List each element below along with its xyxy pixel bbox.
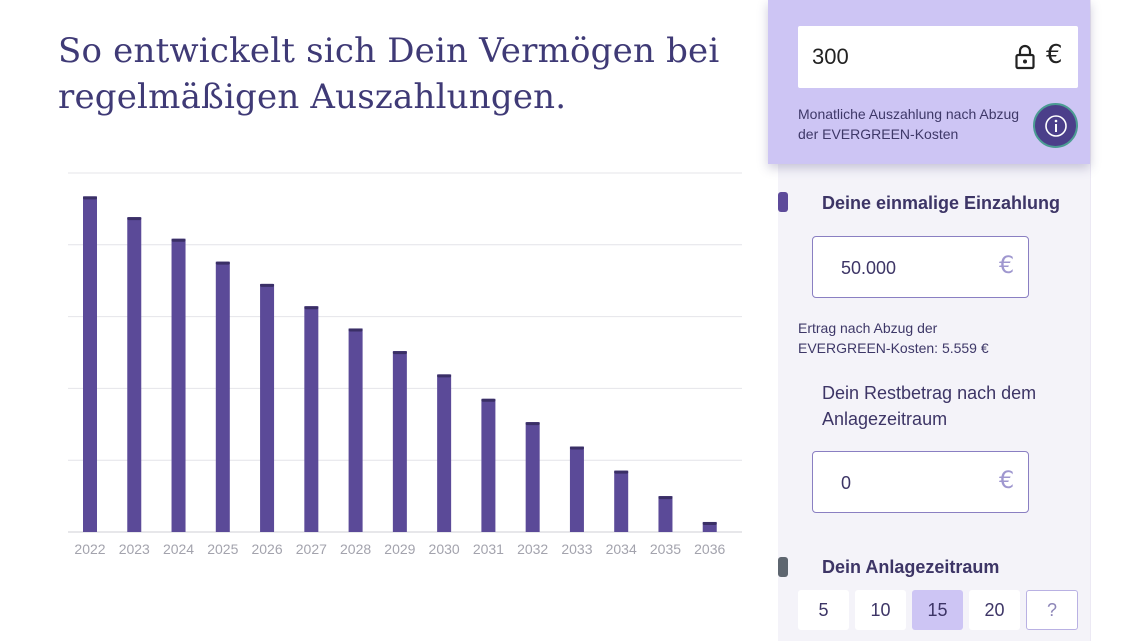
bar-cap-2024	[171, 238, 186, 242]
bar-cap-2034	[614, 470, 629, 474]
deposit-currency: €	[999, 251, 1015, 279]
bar-2033[interactable]	[569, 446, 584, 532]
lock-icon[interactable]	[1014, 44, 1036, 70]
period-option-20[interactable]: 20	[969, 590, 1020, 630]
bar-cap-2022	[83, 196, 97, 200]
x-tick-label: 2031	[473, 541, 504, 557]
right-edge-strip	[1090, 0, 1140, 641]
x-tick-label: 2032	[517, 541, 548, 557]
bar-2022[interactable]	[83, 196, 97, 532]
period-option-10[interactable]: 10	[855, 590, 906, 630]
info-icon	[1045, 115, 1067, 137]
payout-currency: €	[1046, 40, 1063, 70]
period-title: Dein Anlagezeitraum	[822, 557, 1000, 577]
period-help-button[interactable]: ?	[1026, 590, 1078, 630]
bar-cap-2023	[127, 217, 142, 221]
x-tick-label: 2036	[694, 541, 725, 557]
deposit-field[interactable]: €	[812, 236, 1029, 298]
bar-2024[interactable]	[171, 238, 186, 532]
period-section-marker	[778, 557, 788, 577]
bar-cap-2029	[392, 351, 407, 355]
payout-input[interactable]	[812, 40, 1002, 74]
bar-cap-2030	[437, 374, 452, 378]
bar-2032[interactable]	[525, 422, 540, 532]
deposit-section-marker	[778, 192, 788, 212]
bar-2030[interactable]	[437, 374, 452, 532]
x-tick-label: 2022	[74, 541, 105, 557]
x-tick-label: 2027	[296, 541, 327, 557]
bar-cap-2031	[481, 398, 496, 402]
rest-field[interactable]: €	[812, 451, 1029, 513]
x-tick-label: 2030	[429, 541, 460, 557]
payout-caption: Monatliche Auszahlung nach Abzug der EVE…	[798, 106, 1020, 142]
yield-line-1: Ertrag nach Abzug der	[798, 320, 938, 336]
bar-2029[interactable]	[392, 351, 407, 532]
bar-2025[interactable]	[215, 261, 230, 532]
x-tick-label: 2034	[606, 541, 637, 557]
period-option-15[interactable]: 15	[912, 590, 963, 630]
period-option-5[interactable]: 5	[798, 590, 849, 630]
x-tick-label: 2029	[384, 541, 415, 557]
deposit-input[interactable]	[841, 255, 991, 281]
title-line-2: regelmäßigen Auszahlungen.	[58, 77, 567, 117]
bar-cap-2033	[569, 446, 584, 450]
wealth-bar-chart: 2022 2023 2024 2025 2026 2027 2028 2029 2030 2031…	[68, 172, 742, 557]
bar-cap-2035	[658, 496, 673, 500]
x-tick-label: 2023	[119, 541, 150, 557]
payout-input-box[interactable]: €	[798, 26, 1078, 88]
rest-input[interactable]	[841, 470, 991, 496]
bar-2035[interactable]	[658, 496, 673, 532]
yield-line-2: EVERGREEN-Kosten: 5.559 €	[798, 340, 989, 356]
bar-2023[interactable]	[127, 217, 142, 533]
bar-cap-2032	[525, 422, 540, 426]
rest-currency: €	[999, 466, 1015, 494]
bar-cap-2036	[702, 521, 717, 525]
x-tick-label: 2033	[561, 541, 592, 557]
bar-2036[interactable]	[702, 521, 717, 532]
bar-cap-2025	[215, 261, 230, 265]
x-tick-label: 2035	[650, 541, 681, 557]
title-line-1: So entwickelt sich Dein Vermögen bei	[58, 31, 720, 71]
bar-2031[interactable]	[481, 398, 496, 532]
rest-title: Dein Restbetrag nach dem Anlagezeitraum	[822, 383, 1037, 429]
x-tick-label: 2026	[251, 541, 282, 557]
bar-cap-2027	[304, 306, 319, 310]
page-title: So entwickelt sich Dein Vermögen bei reg…	[58, 28, 738, 120]
bar-cap-2028	[348, 328, 363, 332]
bar-2034[interactable]	[614, 470, 629, 532]
bar-2027[interactable]	[304, 306, 319, 532]
x-tick-label: 2028	[340, 541, 371, 557]
bar-2026[interactable]	[260, 283, 275, 532]
bar-2028[interactable]	[348, 328, 363, 532]
x-tick-label: 2025	[207, 541, 238, 557]
x-tick-label: 2024	[163, 541, 194, 557]
payout-card: € Monatliche Auszahlung nach Abzug der E…	[768, 0, 1090, 164]
deposit-title: Deine einmalige Einzahlung	[822, 193, 1061, 213]
yield-info: Ertrag nach Abzug der EVERGREEN-Kosten: …	[798, 318, 1068, 358]
bar-cap-2026	[260, 283, 275, 287]
info-button[interactable]	[1033, 103, 1078, 148]
